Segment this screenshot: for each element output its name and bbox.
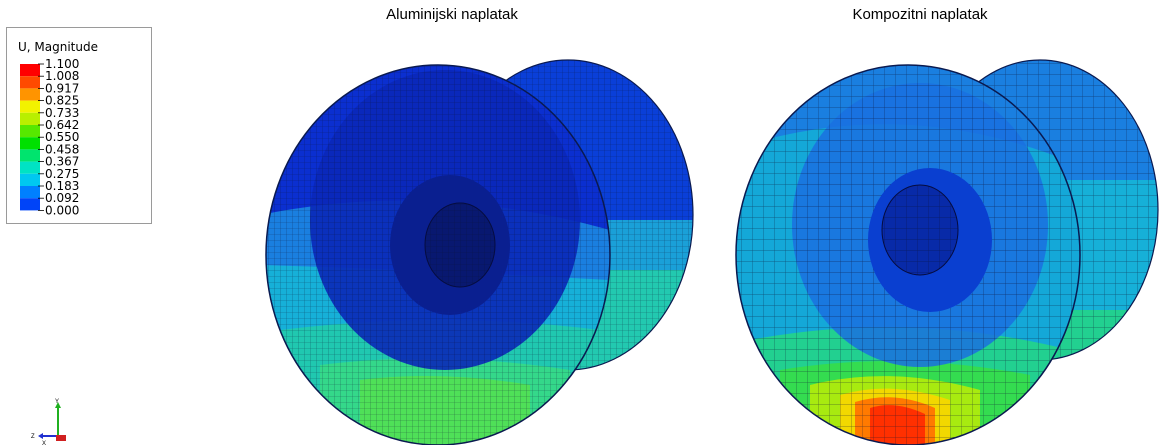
legend-swatch	[20, 161, 40, 174]
legend-value: 0.550	[45, 130, 79, 144]
legend-swatch	[20, 100, 40, 113]
triad-x-label: X	[42, 441, 46, 446]
triad-z-label: Z	[31, 434, 35, 440]
aluminium-rim-contour-plot	[265, 59, 694, 445]
legend-value: 1.100	[45, 57, 79, 71]
legend-value: 0.367	[45, 155, 79, 169]
legend-swatch	[20, 76, 40, 89]
composite-rim-contour-plot	[735, 59, 1159, 445]
legend-swatch	[20, 149, 40, 162]
legend-value: 0.092	[45, 191, 79, 205]
legend-value: 1.008	[45, 69, 79, 83]
legend-title: U, Magnitude	[18, 40, 98, 54]
legend-value: 0.000	[45, 203, 79, 217]
triad-y-label: Y	[55, 399, 59, 405]
panel-title-aluminium: Aluminijski naplatak	[386, 6, 518, 23]
contour-legend: U, Magnitude 1.100 1.008 0.917 0.825 0.733 0.…	[6, 27, 152, 224]
legend-swatch	[20, 88, 40, 101]
legend-swatch	[20, 112, 40, 125]
legend-color-scale: 1.1001.0080.9170.8250.7330.6420.5500.458…	[20, 57, 79, 217]
legend-value: 0.642	[45, 118, 79, 132]
legend-swatch	[20, 137, 40, 150]
legend-value: 0.275	[45, 167, 79, 181]
legend-value: 0.183	[45, 179, 79, 193]
legend-value: 0.733	[45, 106, 79, 120]
legend-value: 0.917	[45, 81, 79, 95]
legend-swatch	[20, 173, 40, 186]
legend-swatch	[20, 198, 40, 211]
legend-swatch	[20, 186, 40, 199]
legend-swatch	[20, 64, 40, 77]
panel-title-composite: Kompozitni naplatak	[852, 6, 988, 23]
legend-swatch	[20, 125, 40, 138]
legend-value: 0.458	[45, 142, 79, 156]
legend-value: 0.825	[45, 94, 79, 108]
axis-triad: Y Z X	[31, 399, 66, 446]
